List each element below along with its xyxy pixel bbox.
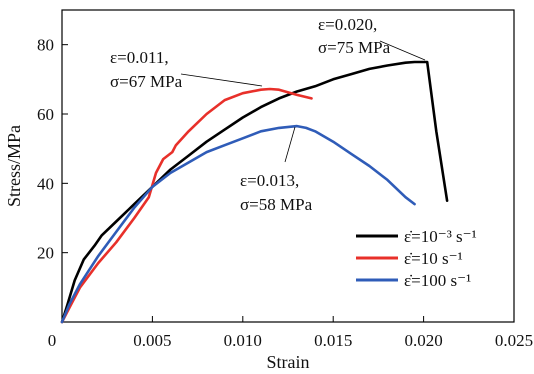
x-tick-label: 0.025 — [495, 331, 533, 350]
x-axis-title: Strain — [267, 352, 310, 372]
x-tick-label: 0.005 — [133, 331, 171, 350]
y-axis-ticks: 20 40 60 80 — [37, 36, 68, 263]
annotation-leaders — [180, 40, 426, 163]
y-tick-label: 40 — [37, 174, 54, 193]
annotation-peak-black-line1: ε=0.020, — [318, 15, 377, 34]
y-tick-label: 20 — [37, 244, 54, 263]
series-layer — [60, 60, 449, 324]
x-axis-ticks: 0 0.005 0.010 0.015 0.020 0.025 — [48, 316, 533, 350]
annotation-peak-black-line2: σ=75 MPa — [318, 38, 391, 57]
legend-label-series-3: ε̇=100 s⁻¹ — [404, 271, 471, 290]
annotation-leader-peak-blue — [284, 126, 296, 163]
series-line-1 — [60, 60, 449, 324]
series-line-2 — [60, 87, 313, 324]
x-tick-label: 0 — [48, 331, 57, 350]
legend-label-series-1: ε̇=10⁻³ s⁻¹ — [404, 227, 477, 246]
plot-frame — [61, 9, 515, 323]
annotation-peak-red-line2: σ=67 MPa — [110, 72, 183, 91]
y-axis-title: Stress/MPa — [4, 125, 24, 207]
series-line-3 — [60, 124, 416, 324]
annotation-leader-peak-red — [180, 73, 263, 87]
x-tick-label: 0.020 — [404, 331, 442, 350]
y-tick-label: 60 — [37, 105, 54, 124]
y-tick-label: 80 — [37, 36, 54, 55]
annotation-peak-blue-line2: σ=58 MPa — [240, 195, 313, 214]
x-tick-label: 0.010 — [224, 331, 262, 350]
annotation-leader-peak-black — [379, 40, 426, 61]
legend: ε̇=10⁻³ s⁻¹ ε̇=10 s⁻¹ ε̇=100 s⁻¹ — [356, 227, 477, 290]
legend-label-series-2: ε̇=10 s⁻¹ — [404, 249, 463, 268]
annotation-peak-blue-line1: ε=0.013, — [240, 171, 299, 190]
annotation-peak-red-line1: ε=0.011, — [110, 48, 169, 67]
x-tick-label: 0.015 — [314, 331, 352, 350]
